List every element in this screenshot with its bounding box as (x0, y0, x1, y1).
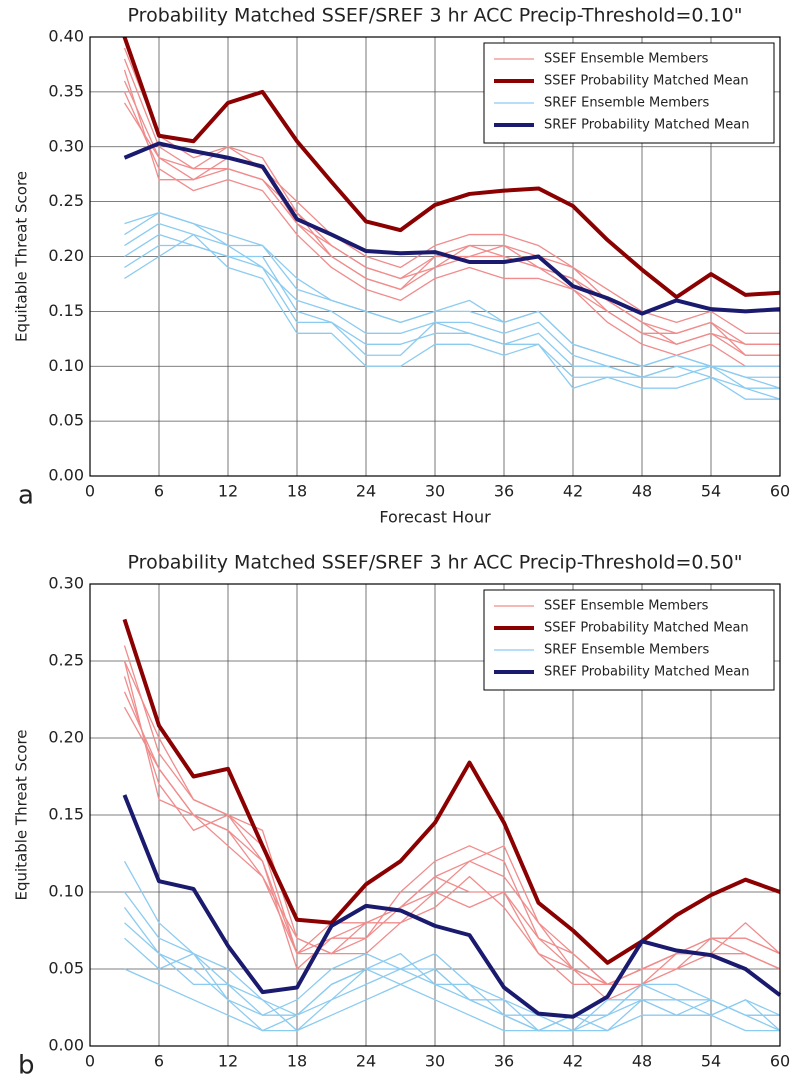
y-axis-label: Equitable Threat Score (13, 729, 31, 900)
x-tick-label: 60 (770, 1052, 790, 1071)
member-line (123, 660, 781, 986)
member-line (124, 211, 780, 367)
y-tick-label: 0.15 (48, 301, 84, 320)
member-line (124, 968, 780, 1032)
y-axis-label: Equitable Threat Score (13, 171, 31, 342)
x-tick-label: 36 (494, 482, 514, 501)
x-tick-label: 60 (770, 482, 790, 501)
chart-title: Probability Matched SSEF/SREF 3 hr ACC P… (128, 552, 743, 574)
legend-label: SREF Probability Matched Mean (544, 665, 749, 680)
x-tick-label: 24 (356, 1052, 376, 1071)
panel-label: a (18, 481, 34, 511)
legend-label: SSEF Probability Matched Mean (544, 621, 749, 636)
x-tick-label: 48 (632, 482, 652, 501)
x-tick-label: 0 (85, 482, 95, 501)
mean-line (123, 141, 781, 316)
legend-label: SSEF Probability Matched Mean (544, 74, 749, 89)
x-tick-label: 48 (632, 1052, 652, 1071)
x-tick-label: 12 (218, 482, 238, 501)
member-line (123, 645, 781, 1001)
member-line (123, 91, 780, 367)
x-tick-label: 30 (425, 1052, 445, 1071)
y-tick-label: 0.05 (48, 959, 84, 978)
y-tick-label: 0.00 (48, 466, 84, 485)
legend-label: SREF Probability Matched Mean (544, 118, 749, 133)
member-line (123, 58, 780, 345)
y-tick-label: 0.20 (48, 728, 84, 747)
member-line (123, 47, 780, 334)
member-line (123, 860, 780, 1032)
mean-line (122, 36, 781, 300)
y-tick-label: 0.40 (48, 27, 84, 46)
mean-line (122, 618, 781, 965)
y-tick-label: 0.25 (48, 651, 84, 670)
plot-frame (89, 36, 781, 477)
x-axis-label: Forecast Hour (379, 508, 491, 527)
legend-label: SREF Ensemble Members (544, 643, 709, 658)
y-tick-label: 0.20 (48, 246, 84, 265)
y-tick-label: 0.00 (48, 1036, 84, 1055)
x-tick-label: 54 (701, 1052, 721, 1071)
y-tick-label: 0.05 (48, 411, 84, 430)
x-tick-label: 6 (154, 1052, 164, 1071)
plot-frame (89, 583, 781, 1047)
x-tick-label: 6 (154, 482, 164, 501)
member-line (124, 233, 780, 400)
y-tick-label: 0.10 (48, 882, 84, 901)
x-tick-label: 54 (701, 482, 721, 501)
x-tick-label: 24 (356, 482, 376, 501)
x-tick-label: 18 (287, 1052, 307, 1071)
y-tick-label: 0.25 (48, 191, 84, 210)
y-tick-label: 0.30 (48, 136, 84, 155)
x-tick-label: 12 (218, 1052, 238, 1071)
x-tick-label: 42 (563, 482, 583, 501)
member-line (124, 244, 781, 389)
legend-box (483, 42, 775, 144)
y-tick-label: 0.35 (48, 81, 84, 100)
member-line (123, 676, 781, 986)
member-line (124, 937, 781, 1032)
member-line (123, 706, 781, 986)
chart-title: Probability Matched SSEF/SREF 3 hr ACC P… (128, 5, 743, 27)
legend-label: SSEF Ensemble Members (544, 52, 709, 67)
y-tick-label: 0.10 (48, 356, 84, 375)
panel-label: b (18, 1051, 35, 1078)
x-tick-label: 30 (425, 482, 445, 501)
y-tick-label: 0.15 (48, 805, 84, 824)
x-tick-label: 42 (563, 1052, 583, 1071)
x-tick-label: 36 (494, 1052, 514, 1071)
y-tick-label: 0.30 (48, 574, 84, 593)
legend-label: SSEF Ensemble Members (544, 599, 709, 614)
mean-line (122, 794, 782, 1019)
legend-label: SREF Ensemble Members (544, 96, 709, 111)
member-line (124, 922, 780, 1032)
member-line (124, 222, 781, 400)
x-tick-label: 0 (85, 1052, 95, 1071)
x-tick-label: 18 (287, 482, 307, 501)
